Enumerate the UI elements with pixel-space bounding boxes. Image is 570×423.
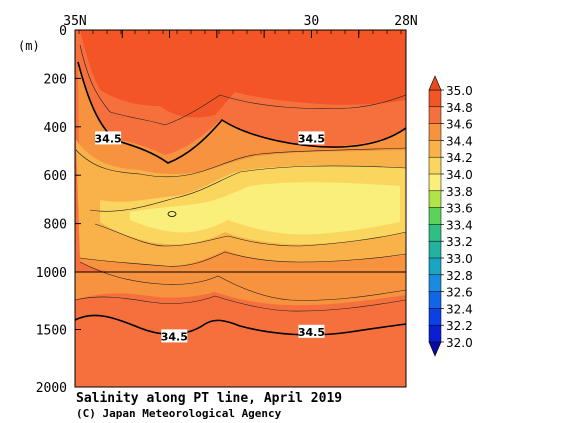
colorbar-swatch: [428, 240, 442, 259]
colorbar-swatch: [428, 190, 442, 209]
y-tick-label: 800: [44, 218, 67, 233]
colorbar-label: 33.2: [446, 235, 473, 249]
contour-label: 34.5: [161, 330, 188, 343]
colorbar-swatch: [428, 224, 442, 242]
chart-credit: (C) Japan Meteorological Agency: [76, 407, 282, 420]
contour-thin-5: [79, 251, 406, 267]
y-tick-label: 400: [44, 121, 67, 136]
colorbar-swatch: [428, 291, 442, 309]
colorbar-label: 32.2: [446, 319, 473, 333]
contour-thin-2: [75, 147, 406, 178]
contour-label: 34.5: [95, 132, 122, 145]
colorbar-swatch: [428, 274, 442, 293]
colorbar-swatch: [428, 89, 442, 108]
colorbar-label: 34.4: [446, 134, 473, 148]
y-tick-label: 0: [59, 24, 67, 39]
contour-label: 34.5: [298, 132, 325, 145]
chart-title: Salinity along PT line, April 2019: [76, 391, 342, 406]
contour-label-bg: [298, 324, 325, 338]
field-minimum: [130, 182, 400, 235]
contour-label-bg: [95, 131, 122, 145]
colorbar-label: 32.4: [446, 302, 473, 316]
colorbar-swatch: [428, 257, 442, 276]
colorbar-label: 32.8: [446, 269, 473, 283]
y-tick-label: 2000: [36, 381, 67, 396]
contour-thin-3: [89, 165, 406, 212]
colorbar-swatch: [428, 156, 442, 175]
colorbar-label: 33.0: [446, 252, 473, 266]
x-tick-label: 35N: [63, 14, 86, 29]
field-surface-high: [80, 30, 406, 118]
colorbar-swatch: [428, 106, 442, 125]
colorbar-label: 34.8: [446, 101, 473, 115]
colorbar-swatch: [428, 123, 442, 141]
y-tick-label: 200: [44, 72, 67, 87]
colorbar-swatch: [428, 308, 442, 326]
y-tick-label: 600: [44, 169, 67, 184]
contour-thin-1: [79, 44, 406, 126]
y-tick-label: 1500: [36, 324, 67, 339]
colorbar-label: 34.0: [446, 168, 473, 182]
colorbar-swatch: [428, 207, 442, 225]
colorbar-swatch: [428, 140, 442, 158]
salinity-field: [75, 30, 406, 387]
colorbar-top-arrow: [428, 75, 442, 91]
colorbar-label: 32.0: [446, 336, 473, 350]
x-tick-label: 30: [304, 14, 320, 29]
field-deep-2: [75, 298, 406, 387]
contour-label-bg: [298, 131, 325, 145]
colorbar-label: 33.4: [446, 218, 473, 232]
colorbar-label: 33.6: [446, 202, 473, 216]
contour-thin-7: [75, 295, 406, 312]
contour-345-lower: [75, 314, 406, 336]
colorbar-swatch: [428, 324, 442, 343]
plot-frame: [74, 29, 407, 388]
x-axis: 35N 30 28N: [63, 14, 418, 38]
y-axis: 0 200 400 600 800 1000 1500 2000: [36, 24, 81, 396]
contour-thin-4: [94, 223, 406, 247]
contour-labels: 34.5 34.5 34.5 34.5: [95, 131, 325, 343]
contour-thin-6: [79, 261, 406, 301]
contour-label: 34.5: [298, 326, 325, 339]
colorbar-label: 34.6: [446, 118, 473, 132]
contour-min-loop: [167, 211, 177, 217]
colorbar-label: 33.8: [446, 185, 473, 199]
colorbar-label: 35.0: [446, 84, 473, 98]
field-deep-1: [75, 272, 406, 306]
colorbar-swatch: [428, 173, 442, 192]
y-tick-label: 1000: [36, 266, 67, 281]
colorbar-label: 32.6: [446, 286, 473, 300]
y-unit-label: (m): [18, 39, 40, 53]
colorbar-bottom-arrow: [428, 341, 442, 357]
x-tick-label: 28N: [394, 14, 417, 29]
colorbar-label: 34.2: [446, 151, 473, 165]
colorbar: 35.0 34.8 34.6 34.4 34.2 34.0 33.8 33.6 33.4 33.2…: [428, 75, 473, 357]
contour-label-bg: [161, 329, 188, 343]
